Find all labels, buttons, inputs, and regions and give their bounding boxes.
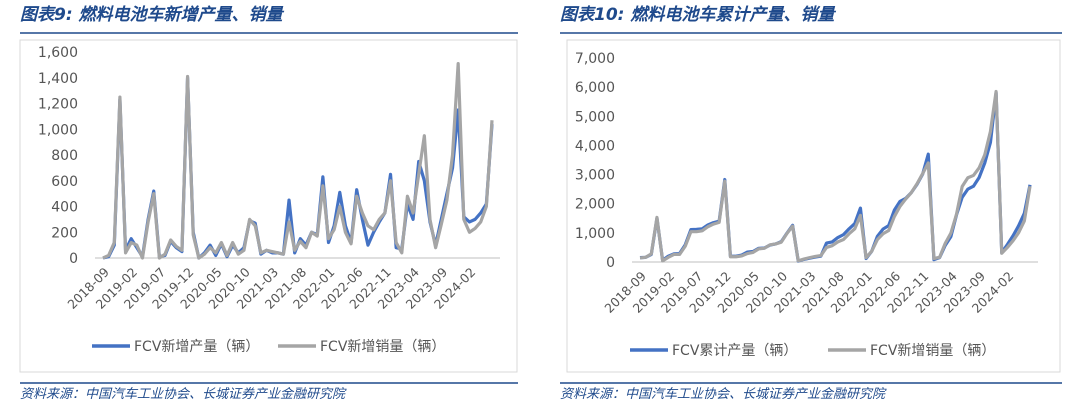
- chart-title: 图表10: 燃料电池车累计产量、销量: [560, 5, 836, 25]
- y-tick-label: 1,200: [38, 97, 78, 113]
- y-tick-label: 2,000: [575, 197, 615, 213]
- chart-title: 图表9: 燃料电池车新增产量、销量: [20, 5, 285, 25]
- y-tick-label: 0: [69, 251, 78, 267]
- y-tick-label: 3,000: [575, 168, 615, 184]
- y-tick-label: 800: [51, 148, 78, 164]
- chart-frame: [19, 39, 518, 373]
- y-tick-label: 0: [606, 255, 615, 271]
- series-line: [639, 89, 1032, 263]
- y-tick-label: 400: [51, 200, 78, 216]
- y-tick-label: 1,000: [38, 122, 78, 138]
- y-tick-label: 1,600: [38, 45, 78, 61]
- series-line: [102, 61, 494, 260]
- y-tick-label: 5,000: [575, 109, 615, 125]
- legend-label: FCV累计产量（辆）: [672, 343, 797, 359]
- y-tick-label: 7,000: [575, 51, 615, 67]
- source-note: 资料来源：中国汽车工业协会、长城证券产业金融研究院: [560, 386, 887, 402]
- legend-label: FCV新增销量（辆）: [870, 343, 995, 359]
- y-tick-label: 600: [51, 174, 78, 190]
- legend-label: FCV新增销量（辆）: [320, 339, 445, 355]
- y-tick-label: 1,000: [575, 226, 615, 242]
- source-note: 资料来源：中国汽车工业协会、长城证券产业金融研究院: [20, 386, 347, 402]
- chart-frame: [566, 39, 1061, 373]
- legend-label: FCV新增产量（辆）: [134, 339, 259, 355]
- y-tick-label: 6,000: [575, 80, 615, 96]
- y-tick-label: 1,400: [38, 71, 78, 87]
- y-tick-label: 4,000: [575, 138, 615, 154]
- y-tick-label: 200: [51, 225, 78, 241]
